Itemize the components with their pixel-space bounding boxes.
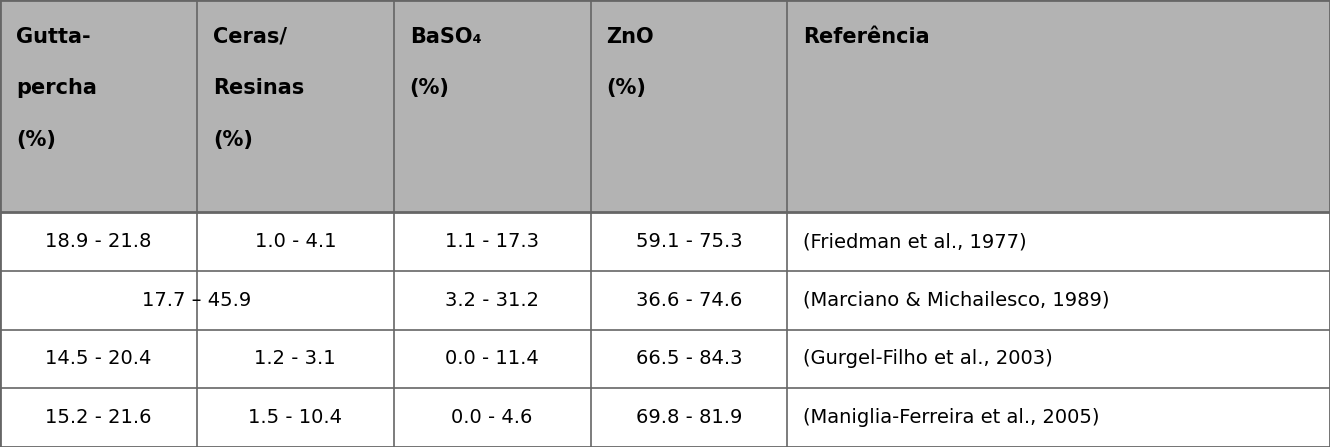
- Bar: [591, 388, 787, 447]
- Text: 14.5 - 20.4: 14.5 - 20.4: [45, 350, 152, 368]
- Text: 69.8 - 81.9: 69.8 - 81.9: [636, 408, 742, 427]
- Text: Resinas: Resinas: [213, 78, 305, 98]
- Bar: [0, 330, 197, 388]
- Text: 59.1 - 75.3: 59.1 - 75.3: [636, 232, 742, 251]
- Bar: [787, 0, 1330, 212]
- Bar: [591, 0, 787, 212]
- Text: 0.0 - 11.4: 0.0 - 11.4: [446, 350, 539, 368]
- Text: 15.2 - 21.6: 15.2 - 21.6: [45, 408, 152, 427]
- Bar: [394, 330, 591, 388]
- Bar: [787, 212, 1330, 271]
- Text: Gutta-: Gutta-: [16, 27, 90, 47]
- Bar: [787, 271, 1330, 329]
- Text: (%): (%): [16, 130, 56, 150]
- Bar: [591, 271, 787, 329]
- Text: percha: percha: [16, 78, 97, 98]
- Text: 18.9 - 21.8: 18.9 - 21.8: [45, 232, 152, 251]
- Bar: [787, 330, 1330, 388]
- Text: 0.0 - 4.6: 0.0 - 4.6: [451, 408, 533, 427]
- Text: (%): (%): [213, 130, 253, 150]
- Text: 1.1 - 17.3: 1.1 - 17.3: [446, 232, 539, 251]
- Bar: [787, 388, 1330, 447]
- Text: (Gurgel-Filho et al., 2003): (Gurgel-Filho et al., 2003): [803, 350, 1053, 368]
- Text: 1.5 - 10.4: 1.5 - 10.4: [249, 408, 342, 427]
- Text: Ceras/: Ceras/: [213, 27, 287, 47]
- Bar: [197, 212, 394, 271]
- Text: ZnO: ZnO: [606, 27, 654, 47]
- Bar: [197, 271, 394, 329]
- Bar: [394, 388, 591, 447]
- Text: (%): (%): [410, 78, 450, 98]
- Bar: [197, 330, 394, 388]
- Bar: [0, 271, 197, 329]
- Bar: [0, 212, 197, 271]
- Text: 36.6 - 74.6: 36.6 - 74.6: [636, 291, 742, 310]
- Text: (Marciano & Michailesco, 1989): (Marciano & Michailesco, 1989): [803, 291, 1109, 310]
- Bar: [591, 330, 787, 388]
- Bar: [0, 388, 197, 447]
- Text: 1.0 - 4.1: 1.0 - 4.1: [254, 232, 336, 251]
- Text: 66.5 - 84.3: 66.5 - 84.3: [636, 350, 742, 368]
- Text: (%): (%): [606, 78, 646, 98]
- Text: 17.7 – 45.9: 17.7 – 45.9: [142, 291, 251, 310]
- Text: BaSO₄: BaSO₄: [410, 27, 481, 47]
- Bar: [197, 388, 394, 447]
- Bar: [0, 0, 197, 212]
- Bar: [394, 271, 591, 329]
- Text: 1.2 - 3.1: 1.2 - 3.1: [254, 350, 336, 368]
- Bar: [394, 212, 591, 271]
- Text: (Friedman et al., 1977): (Friedman et al., 1977): [803, 232, 1027, 251]
- Bar: [394, 0, 591, 212]
- Text: Referência: Referência: [803, 27, 930, 47]
- Bar: [197, 0, 394, 212]
- Text: (Maniglia-Ferreira et al., 2005): (Maniglia-Ferreira et al., 2005): [803, 408, 1100, 427]
- Bar: [591, 212, 787, 271]
- Text: 3.2 - 31.2: 3.2 - 31.2: [446, 291, 539, 310]
